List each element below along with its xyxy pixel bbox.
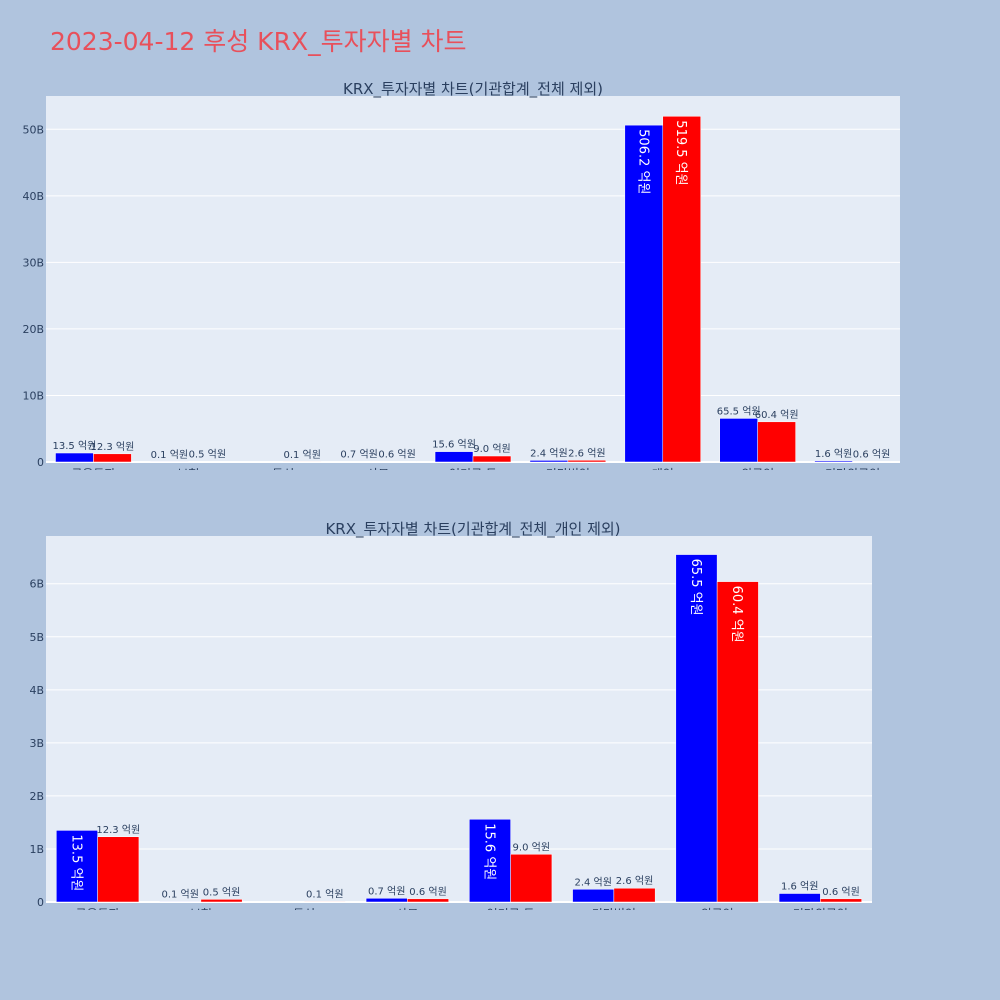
bar-buy [778, 893, 821, 903]
bar-buy [814, 460, 853, 463]
bar-buy [469, 819, 511, 903]
bar-value-label: 0.5 억원 [189, 449, 226, 461]
bar-buy [56, 830, 98, 903]
bar-value-label: 0.6 억원 [409, 886, 446, 898]
bar-sell [200, 899, 243, 903]
x-tick-label: 금융투자 [76, 907, 120, 910]
bar-value-label: 0.1 억원 [161, 888, 198, 900]
bar-value-label: 2.6 억원 [616, 875, 653, 887]
bar-sell [613, 887, 656, 903]
chart-title: KRX_투자자별 차트(기관합계_전체 제외) [343, 80, 603, 99]
bar-value-label: 65.5 억원 [688, 559, 703, 616]
bar-sell [407, 898, 449, 903]
y-tick-label: 0 [37, 456, 44, 469]
bar-sell [662, 116, 701, 463]
x-tick-label: 기타법인 [546, 467, 590, 470]
bar-value-label: 506.2 억원 [635, 129, 650, 194]
bar-value-label: 519.5 억원 [673, 120, 688, 185]
bar-buy [365, 898, 408, 903]
bar-sell [510, 854, 553, 903]
bar-value-label: 0.1 억원 [306, 888, 343, 900]
y-tick-label: 0 [37, 896, 44, 909]
bar-value-label: 9.0 억원 [473, 443, 510, 455]
bar-buy [159, 901, 202, 903]
bar-value-label: 13.5 억원 [68, 834, 83, 891]
bar-value-label: 13.5 억원 [53, 440, 97, 452]
bar-value-label: 0.5 억원 [203, 886, 240, 898]
bar-value-label: 12.3 억원 [90, 441, 134, 453]
y-tick-label: 50B [22, 123, 44, 136]
bar-value-label: 1.6 억원 [815, 448, 852, 460]
bar-value-label: 0.7 억원 [368, 885, 405, 897]
y-tick-label: 20B [22, 323, 44, 336]
x-tick-label: 사모 [367, 467, 389, 470]
bar-buy [719, 418, 758, 463]
bar-buy [434, 451, 474, 463]
bar-value-label: 0.6 억원 [822, 886, 859, 898]
bar-value-label: 12.3 억원 [96, 824, 140, 836]
x-tick-label: 외국인 [741, 467, 774, 470]
y-tick-label: 4B [29, 684, 44, 697]
y-tick-label: 30B [22, 256, 44, 269]
y-tick-label: 40B [22, 190, 44, 203]
x-tick-label: 투신 [272, 467, 294, 470]
x-tick-label: 연기금 등 [449, 467, 497, 470]
bar-value-label: 60.4 억원 [729, 586, 744, 643]
bar-value-label: 15.6 억원 [432, 439, 476, 451]
bar-sell [757, 421, 796, 463]
chart-title: KRX_투자자별 차트(기관합계_전체_개인 제외) [325, 520, 620, 539]
plot-area [46, 96, 900, 462]
x-tick-label: 연기금 등 [487, 907, 535, 910]
bar-value-label: 65.5 억원 [717, 405, 761, 417]
x-tick-label: 금융투자 [71, 467, 115, 470]
y-tick-label: 5B [29, 631, 44, 644]
y-tick-label: 6B [29, 578, 44, 591]
x-tick-label: 기타외국인 [793, 907, 848, 910]
x-tick-label: 외국인 [701, 907, 734, 910]
y-tick-label: 10B [22, 389, 44, 402]
bar-value-label: 9.0 억원 [513, 841, 550, 853]
bar-sell [567, 460, 607, 463]
x-tick-label: 사모 [396, 907, 418, 910]
x-tick-label: 보험 [190, 907, 212, 910]
bar-buy [675, 554, 718, 903]
y-tick-label: 1B [29, 843, 44, 856]
bar-value-label: 15.6 억원 [481, 823, 496, 880]
x-tick-label: 기타법인 [592, 907, 636, 910]
chart-bottom: KRX_투자자별 차트(기관합계_전체_개인 제외) 0 1B 2B 3B 4B 5B 6B… [29, 520, 872, 910]
bar-sell [93, 453, 132, 463]
page-title: 2023-04-12 후성 KRX_투자자별 차트 [50, 27, 467, 56]
bar-value-label: 0.6 억원 [853, 449, 890, 461]
y-tick-label: 3B [29, 737, 44, 750]
bar-sell [472, 455, 512, 463]
chart-top: KRX_투자자별 차트(기관합계_전체 제외) 0 10B 20B 30B 40B 50B… [22, 80, 900, 470]
bar-value-label: 0.7 억원 [340, 449, 377, 461]
bar-value-label: 0.1 억원 [151, 449, 188, 461]
x-tick-label: 투신 [293, 907, 315, 910]
bar-value-label: 2.6 억원 [568, 447, 605, 459]
bar-value-label: 1.6 억원 [781, 881, 818, 893]
x-tick-label: 기타외국인 [825, 467, 880, 470]
x-tick-label: 보험 [177, 467, 199, 470]
bar-value-label: 0.1 억원 [283, 449, 320, 461]
bar-buy [529, 460, 569, 463]
bar-sell [303, 901, 346, 903]
bar-value-label: 2.4 억원 [574, 876, 611, 888]
bar-sell [716, 581, 759, 903]
x-tick-label: 개인 [652, 467, 674, 470]
bar-value-label: 2.4 억원 [530, 447, 567, 459]
bar-sell [97, 836, 140, 903]
bar-buy [55, 452, 94, 463]
bar-buy [572, 889, 615, 903]
bar-sell [820, 898, 862, 903]
bar-value-label: 60.4 억원 [755, 409, 799, 421]
y-tick-label: 2B [29, 790, 44, 803]
bar-value-label: 0.6 억원 [378, 449, 415, 461]
